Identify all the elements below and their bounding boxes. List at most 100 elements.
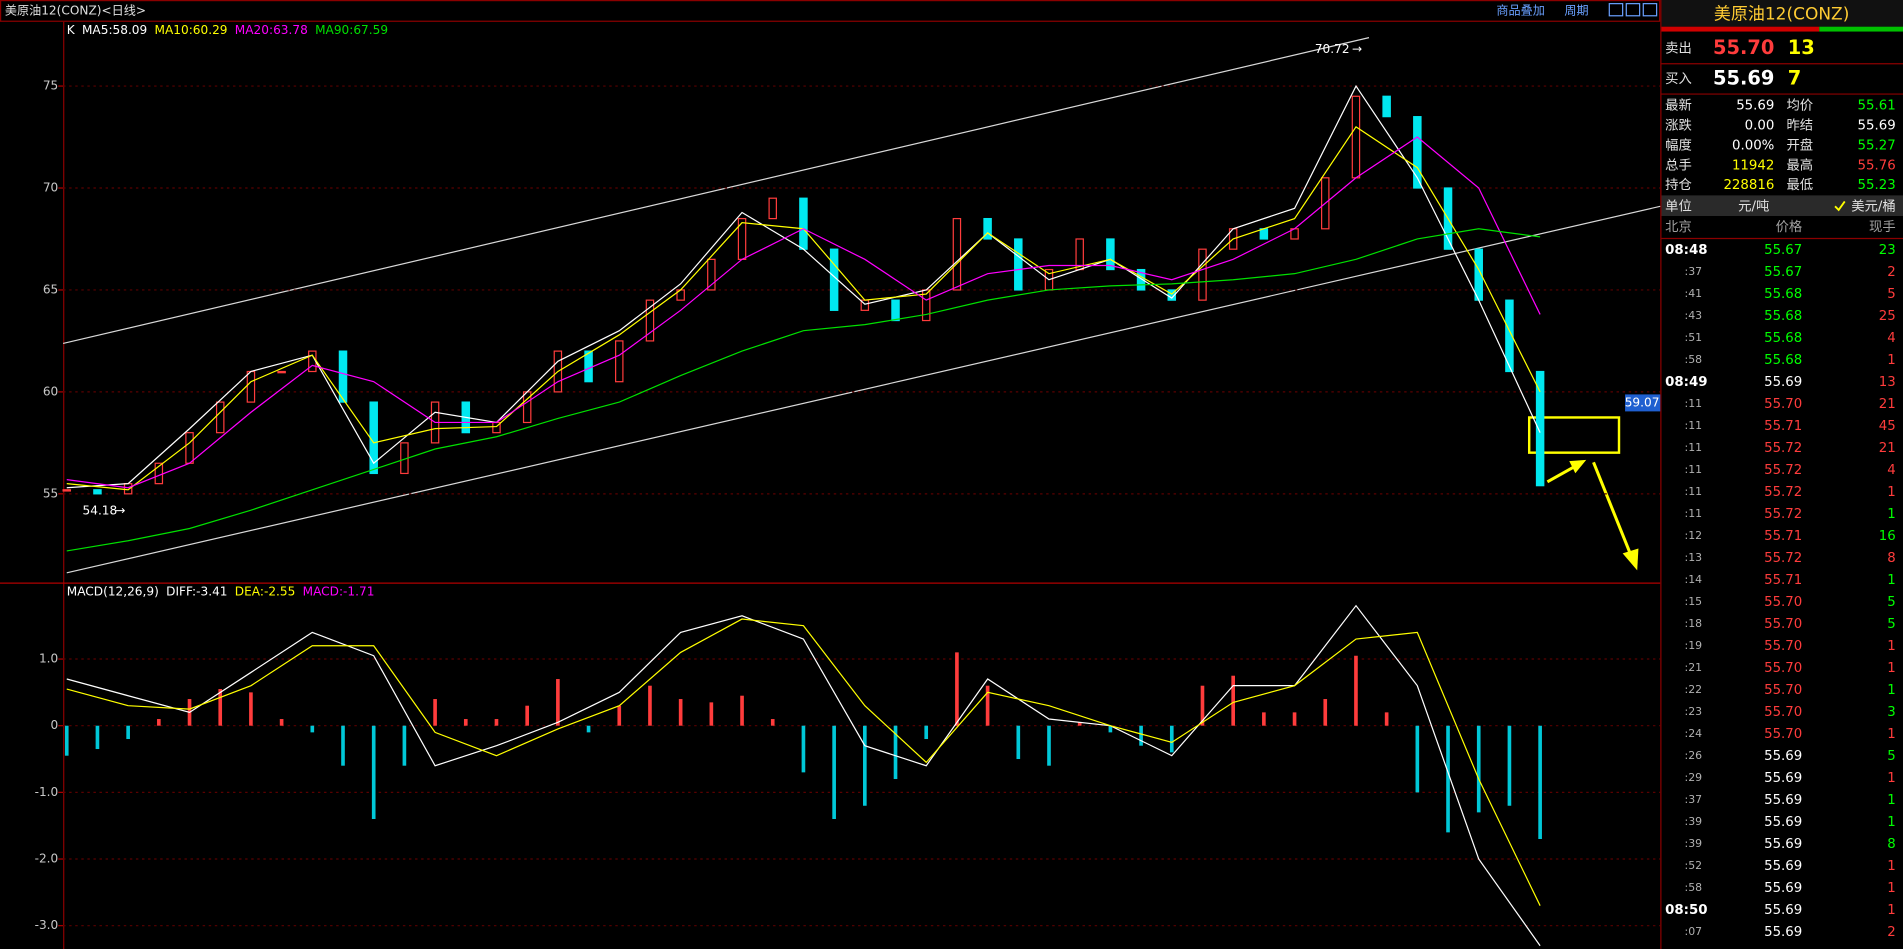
trade-price: 55.72 <box>1764 551 1802 566</box>
stat-label: 均价 <box>1786 98 1813 114</box>
trade-price: 55.69 <box>1764 749 1802 764</box>
stat-label: 涨跌 <box>1665 117 1692 133</box>
stat-label: 持仓 <box>1665 177 1692 193</box>
trade-time: :43 <box>1685 309 1703 322</box>
trade-volume: 2 <box>1887 265 1895 280</box>
trade-volume: 13 <box>1879 375 1896 390</box>
trade-price: 55.71 <box>1764 419 1802 434</box>
trade-price: 55.70 <box>1764 683 1802 698</box>
control-icon[interactable] <box>1642 3 1658 17</box>
trade-time: :24 <box>1685 727 1703 740</box>
candle <box>185 432 194 464</box>
ratio-bar <box>1661 26 1820 32</box>
trade-volume: 1 <box>1887 683 1895 698</box>
candle <box>246 370 256 403</box>
candle <box>615 340 624 383</box>
trade-time: 08:48 <box>1665 243 1707 258</box>
stat-value: 228816 <box>1723 178 1774 193</box>
trade-price: 55.70 <box>1764 595 1802 610</box>
trade-volume: 21 <box>1879 441 1896 456</box>
toolbar-button[interactable]: 周期 <box>1564 3 1588 17</box>
candle <box>1351 95 1361 179</box>
trade-volume: 1 <box>1887 507 1895 522</box>
trade-price: 55.69 <box>1764 903 1802 918</box>
stat-label: 昨结 <box>1786 117 1813 133</box>
indicator-line <box>66 618 1541 906</box>
trade-time: :12 <box>1685 529 1703 542</box>
highlight-box <box>1527 416 1621 454</box>
cursor-price: 59.07 <box>1625 395 1660 409</box>
stat-value: 55.76 <box>1858 158 1896 173</box>
trade-volume: 1 <box>1887 793 1895 808</box>
trade-time: :11 <box>1685 397 1703 410</box>
quote-label: 卖出 <box>1665 41 1692 57</box>
indicator-line <box>66 136 1541 489</box>
trade-price: 55.70 <box>1764 617 1802 632</box>
y-tick-label: -2.0 <box>35 852 59 866</box>
trade-price: 55.72 <box>1764 507 1802 522</box>
check-icon[interactable] <box>1834 200 1846 212</box>
candle <box>93 489 102 495</box>
trade-price: 55.70 <box>1764 705 1802 720</box>
trade-volume: 2 <box>1887 925 1895 940</box>
quote-label: 买入 <box>1665 71 1692 87</box>
window-title: 美原油12(CONZ)<日线> <box>5 3 146 17</box>
candle <box>891 299 900 322</box>
legend-entry: DEA:-2.55 <box>235 585 296 599</box>
legend-entry: K <box>67 23 76 37</box>
trade-time: :18 <box>1685 617 1703 630</box>
quote-header <box>1661 0 1903 27</box>
trade-volume: 21 <box>1879 397 1896 412</box>
trade-time: :23 <box>1685 705 1703 718</box>
trade-price: 55.71 <box>1764 573 1802 588</box>
trade-time: :11 <box>1685 419 1703 432</box>
control-icon[interactable] <box>1625 3 1641 17</box>
cursor-price-box <box>1625 394 1661 412</box>
trend-line <box>62 37 1370 345</box>
trade-volume: 45 <box>1879 419 1896 434</box>
control-icon[interactable] <box>1608 3 1624 17</box>
trade-volume: 4 <box>1887 463 1895 478</box>
unit-option[interactable]: 美元/桶 <box>1851 198 1895 214</box>
trade-volume: 1 <box>1887 639 1895 654</box>
stat-label: 幅度 <box>1665 137 1692 153</box>
candle <box>983 217 992 240</box>
candle <box>1259 228 1269 240</box>
arrow-head <box>1569 459 1587 474</box>
trade-time: :21 <box>1685 661 1703 674</box>
trade-price: 55.70 <box>1764 639 1802 654</box>
quote-title: 美原油12(CONZ) <box>1714 5 1849 25</box>
trade-volume: 16 <box>1879 529 1896 544</box>
candle <box>123 483 133 495</box>
y-tick-label: 0 <box>51 718 59 732</box>
trade-price: 55.70 <box>1764 397 1802 412</box>
candle <box>1382 95 1391 118</box>
stat-value: 55.69 <box>1858 118 1896 133</box>
trade-time: :29 <box>1685 771 1703 784</box>
candle <box>1014 238 1023 291</box>
trade-price: 55.69 <box>1764 859 1802 874</box>
legend-entry: DIFF:-3.41 <box>166 585 227 599</box>
candle <box>277 370 286 374</box>
y-tick-label: 60 <box>43 384 58 398</box>
column-header: 北京 <box>1665 219 1692 235</box>
trade-volume: 4 <box>1887 331 1895 346</box>
arrow-head <box>1622 548 1639 571</box>
top-bar <box>0 0 1661 22</box>
stat-label: 最低 <box>1786 177 1813 193</box>
stat-value: 11942 <box>1732 158 1774 173</box>
trade-time: :39 <box>1685 837 1703 850</box>
candle <box>952 217 962 291</box>
trade-volume: 1 <box>1887 727 1895 742</box>
quote-price: 55.69 <box>1713 66 1774 89</box>
trade-volume: 1 <box>1887 353 1895 368</box>
toolbar-button[interactable]: 商品叠加 <box>1496 2 1545 17</box>
trade-time: :14 <box>1685 573 1703 586</box>
low-marker: 54.18 <box>83 503 118 517</box>
column-header: 价格 <box>1776 219 1803 235</box>
trade-price: 55.69 <box>1764 375 1802 390</box>
trade-time: :58 <box>1685 353 1703 366</box>
legend-entry: MA10:60.29 <box>155 23 228 37</box>
trade-volume: 1 <box>1887 771 1895 786</box>
